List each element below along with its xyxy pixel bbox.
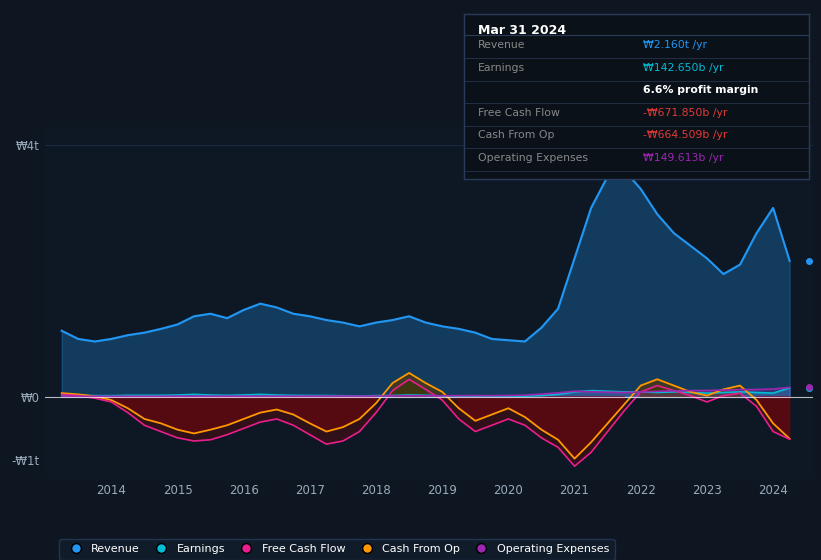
Text: -₩664.509b /yr: -₩664.509b /yr [643,130,727,141]
Text: -₩671.850b /yr: -₩671.850b /yr [643,108,727,118]
Text: 6.6% profit margin: 6.6% profit margin [643,85,759,95]
Text: Earnings: Earnings [478,63,525,73]
Text: Revenue: Revenue [478,40,525,50]
Text: ₩149.613b /yr: ₩149.613b /yr [643,153,723,163]
Text: Mar 31 2024: Mar 31 2024 [478,24,566,37]
Text: ₩2.160t /yr: ₩2.160t /yr [643,40,707,50]
Text: Free Cash Flow: Free Cash Flow [478,108,560,118]
Legend: Revenue, Earnings, Free Cash Flow, Cash From Op, Operating Expenses: Revenue, Earnings, Free Cash Flow, Cash … [59,539,615,559]
Text: Operating Expenses: Operating Expenses [478,153,588,163]
Text: Cash From Op: Cash From Op [478,130,554,141]
Text: ₩142.650b /yr: ₩142.650b /yr [643,63,723,73]
